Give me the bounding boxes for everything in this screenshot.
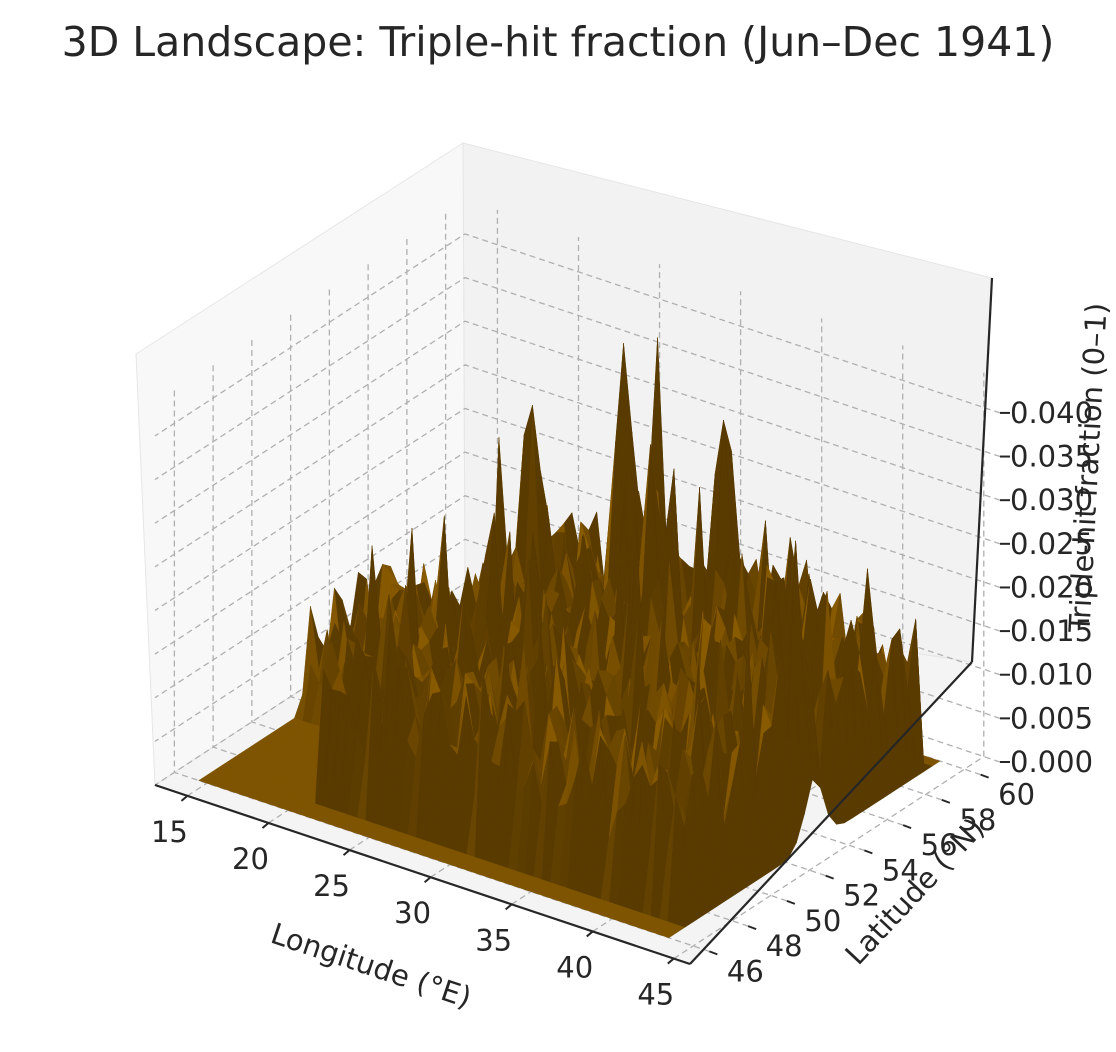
x-tick-label: 30	[394, 896, 431, 930]
z-tick-label: 0.010	[1010, 658, 1093, 692]
y-tick-label: 52	[843, 879, 880, 913]
y-tick-label: 50	[804, 904, 841, 938]
z-tick-label: 0.025	[1010, 527, 1093, 561]
y-tick-mark	[941, 798, 951, 804]
y-tick-label: 54	[882, 853, 919, 887]
z-tick-label: 0.015	[1010, 614, 1093, 648]
chart-title: 3D Landscape: Triple-hit fraction (Jun–D…	[62, 18, 1055, 66]
z-grid-line	[154, 276, 1001, 481]
x-tick-label: 15	[151, 815, 188, 849]
y-grid-line	[251, 337, 788, 902]
z-grid-line	[154, 233, 1001, 437]
z-grid-line	[154, 320, 1001, 524]
x-tick-mark	[342, 849, 351, 856]
z-axis-line	[970, 277, 994, 663]
z-tick-label: 0.005	[1010, 701, 1093, 735]
y-tick-label: 48	[766, 929, 803, 963]
x-tick-label: 20	[232, 842, 269, 876]
y-tick-mark	[864, 849, 873, 855]
x-tick-label: 45	[637, 978, 674, 1012]
y-tick-label: 60	[998, 778, 1035, 812]
x-grid-line	[673, 372, 985, 960]
y-tick-mark	[747, 925, 757, 931]
x-tick-mark	[505, 903, 513, 911]
z-tick-label: 0.000	[1010, 745, 1093, 779]
z-grid-line	[154, 495, 1001, 699]
surface-facet	[659, 929, 678, 939]
x-tick-label: 35	[475, 923, 512, 957]
y-tick-label: 56	[921, 828, 958, 862]
y-tick-label: 46	[727, 954, 764, 988]
z-tick-label: 0.030	[1010, 483, 1093, 517]
y-tick-mark	[709, 950, 718, 956]
z-axis-label: Triple-hit fraction (0–1)	[1062, 302, 1113, 634]
surface-plot	[198, 337, 941, 939]
x-tick-mark	[667, 957, 675, 965]
y-axis-line	[689, 661, 973, 965]
y-tick-mark	[902, 824, 912, 830]
z-grid-line	[154, 407, 1001, 611]
y-tick-mark	[980, 773, 989, 779]
x-axis-label: Longitude (°E)	[267, 916, 476, 1015]
x-tick-label: 40	[556, 950, 593, 984]
z-tick-label: 0.020	[1010, 570, 1093, 604]
z-tick-label: 0.040	[1010, 396, 1093, 430]
z-grid-line	[154, 538, 1001, 742]
x-tick-mark	[423, 876, 432, 883]
x-tick-mark	[261, 822, 270, 829]
x-tick-label: 25	[313, 869, 350, 903]
y-tick-mark	[825, 874, 834, 880]
x-tick-mark	[586, 930, 594, 938]
y-tick-mark	[786, 899, 796, 905]
y-tick-label: 58	[959, 803, 996, 837]
z-grid-line	[154, 451, 1001, 655]
x-axis-line	[154, 783, 691, 966]
z-grid-line	[154, 364, 1001, 568]
x-tick-mark	[180, 795, 189, 802]
z-tick-label: 0.035	[1010, 440, 1093, 474]
